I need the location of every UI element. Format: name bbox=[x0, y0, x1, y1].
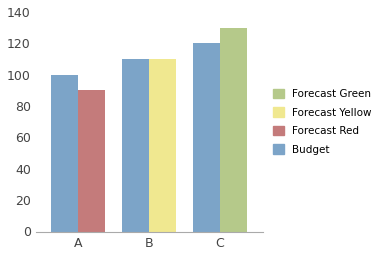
Bar bbox=[149, 59, 176, 232]
Bar bbox=[51, 75, 78, 232]
Legend: Forecast Green, Forecast Yellow, Forecast Red, Budget: Forecast Green, Forecast Yellow, Forecas… bbox=[272, 88, 373, 156]
Bar bbox=[220, 27, 247, 232]
Bar bbox=[193, 43, 220, 232]
Bar bbox=[78, 90, 105, 232]
Bar bbox=[122, 59, 149, 232]
